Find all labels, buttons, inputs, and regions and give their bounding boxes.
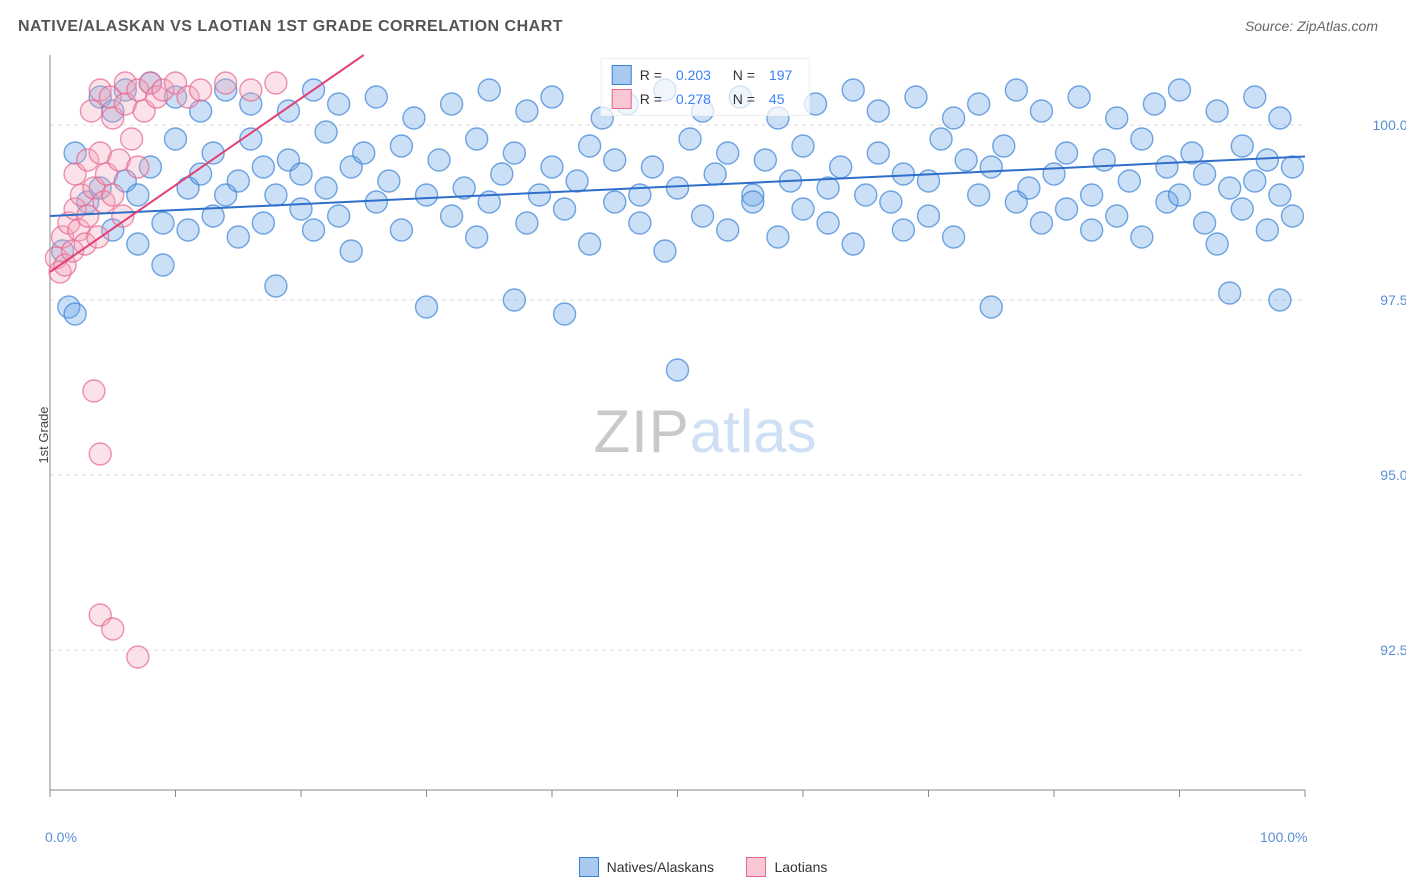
correlation-legend: R = 0.203 N = 197 R = 0.278 N = 45 <box>601 58 810 116</box>
legend-swatch-blue <box>612 65 632 85</box>
legend-r-value: 0.203 <box>676 67 711 83</box>
legend-label: Natives/Alaskans <box>607 859 714 875</box>
legend-r-label: R = <box>640 91 662 107</box>
chart-area: 1st Grade ZIPatlas R = 0.203 N = 197 R =… <box>45 50 1365 820</box>
x-tick-label: 0.0% <box>45 829 77 845</box>
legend-label: Laotians <box>774 859 827 875</box>
legend-swatch-pink <box>746 857 766 877</box>
legend-r-value: 0.278 <box>676 91 711 107</box>
legend-row-natives: R = 0.203 N = 197 <box>612 63 799 87</box>
legend-n-label: N = <box>725 91 755 107</box>
legend-item-natives: Natives/Alaskans <box>579 857 714 877</box>
legend-row-laotians: R = 0.278 N = 45 <box>612 87 799 111</box>
y-tick-label: 92.5% <box>1380 642 1406 658</box>
source-label: Source: ZipAtlas.com <box>1245 18 1378 34</box>
series-legend: Natives/Alaskans Laotians <box>0 857 1406 882</box>
y-tick-label: 100.0% <box>1373 117 1406 133</box>
legend-item-laotians: Laotians <box>746 857 827 877</box>
chart-title: NATIVE/ALASKAN VS LAOTIAN 1ST GRADE CORR… <box>18 18 563 36</box>
y-tick-label: 97.5% <box>1380 292 1406 308</box>
legend-swatch-blue <box>579 857 599 877</box>
legend-n-value: 45 <box>769 91 785 107</box>
scatter-plot <box>45 50 1365 820</box>
legend-n-value: 197 <box>769 67 792 83</box>
legend-r-label: R = <box>640 67 662 83</box>
x-tick-label: 100.0% <box>1260 829 1307 845</box>
legend-swatch-pink <box>612 89 632 109</box>
y-tick-label: 95.0% <box>1380 467 1406 483</box>
legend-n-label: N = <box>725 67 755 83</box>
